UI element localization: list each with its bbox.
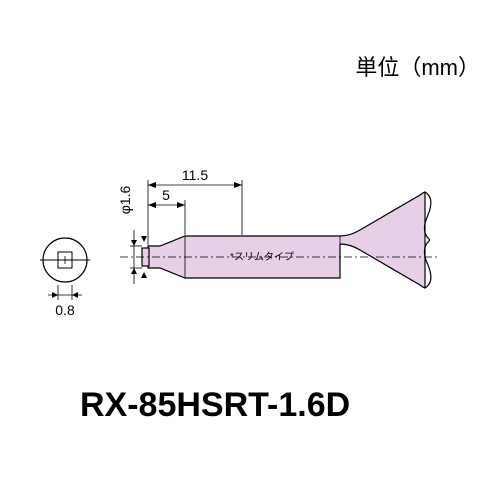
- dim-length-total: 11.5: [148, 167, 242, 245]
- technical-diagram: 0.8 *スリムタイプ: [30, 140, 470, 320]
- dim-flat-width: 0.8: [48, 285, 82, 318]
- unit-label: 単位（mm）: [355, 50, 480, 82]
- dim-length-inner: 5: [148, 187, 185, 235]
- cross-section: [40, 238, 90, 282]
- tip-body: [120, 192, 440, 288]
- dim-phi-text: φ1.6: [117, 186, 133, 215]
- dim-diameter: φ1.6: [117, 186, 142, 284]
- part-number: RX-85HSRT-1.6D: [80, 386, 350, 425]
- dim-5-text: 5: [162, 187, 170, 203]
- dim-08-text: 0.8: [55, 302, 75, 318]
- dim-115-text: 11.5: [182, 167, 208, 183]
- annotation-text: *スリムタイプ: [230, 251, 294, 263]
